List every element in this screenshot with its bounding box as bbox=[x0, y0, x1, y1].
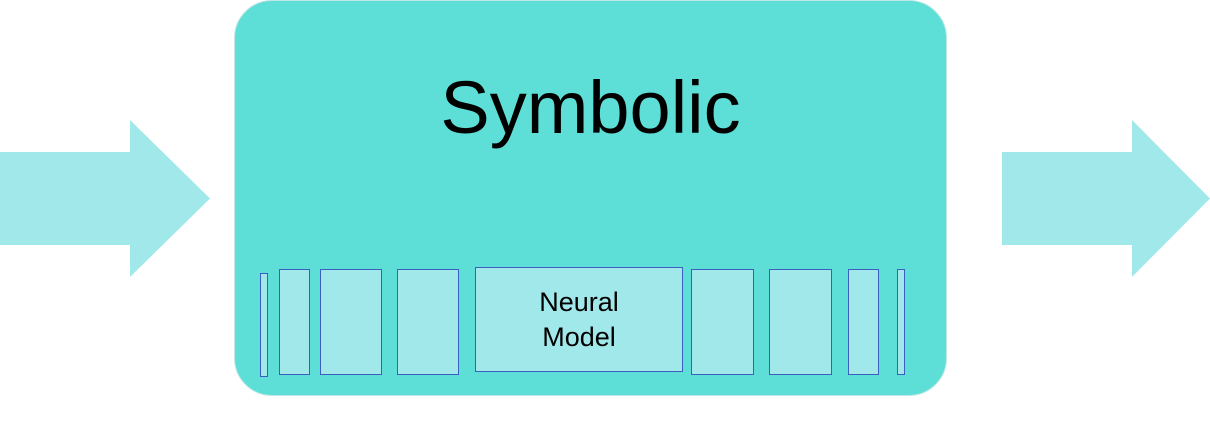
symbolic-title: Symbolic bbox=[440, 66, 741, 149]
slot-left-2 bbox=[279, 269, 310, 375]
slot-left-1 bbox=[260, 273, 268, 377]
output-arrow-shape bbox=[1002, 120, 1210, 277]
neural-model-box: Neural Model bbox=[475, 267, 683, 372]
slot-right-3 bbox=[848, 269, 879, 375]
slot-right-2 bbox=[769, 269, 832, 375]
input-arrow-shape bbox=[0, 120, 210, 277]
slot-left-3 bbox=[320, 269, 382, 375]
neural-model-label-line1: Neural bbox=[539, 286, 619, 317]
output-arrow bbox=[1002, 120, 1210, 277]
slot-left-4 bbox=[397, 269, 459, 375]
slot-right-4 bbox=[897, 269, 905, 375]
neural-model-label-line2: Model bbox=[542, 321, 616, 352]
slot-right-1 bbox=[691, 269, 754, 375]
symbolic-box: Symbolic Neural Model bbox=[234, 0, 947, 396]
input-arrow bbox=[0, 120, 210, 277]
